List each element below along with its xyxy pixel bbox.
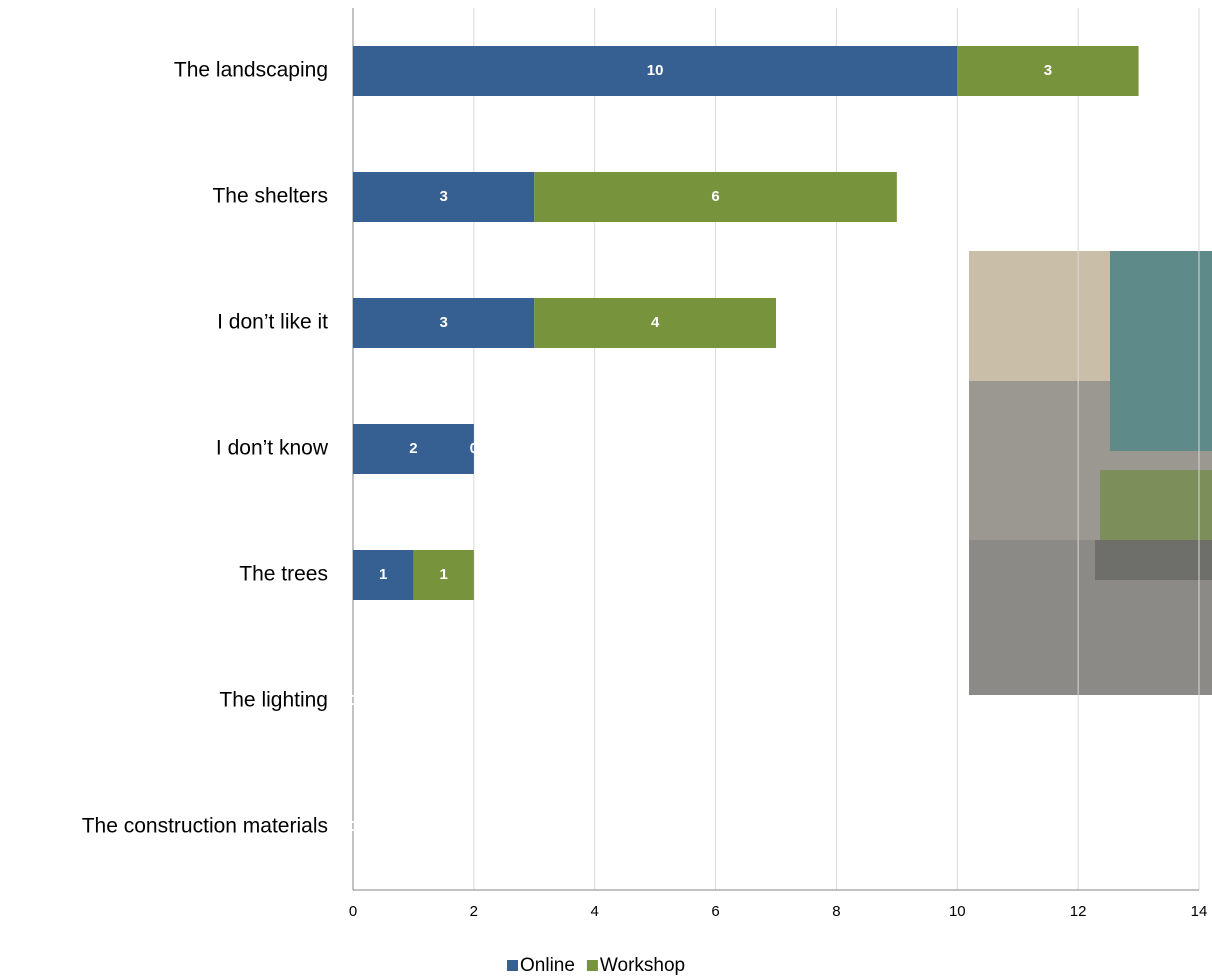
value-label: 6 — [711, 188, 719, 205]
x-tick-label: 6 — [711, 903, 719, 920]
value-label: 1 — [379, 566, 387, 583]
value-label: 0 — [349, 818, 357, 835]
photo — [969, 251, 1212, 695]
value-label: 0 — [349, 818, 357, 835]
x-tick-label: 4 — [591, 903, 599, 920]
bar-segment — [534, 298, 776, 348]
bar-segment — [353, 172, 535, 222]
bar-segment — [957, 46, 1139, 96]
category-label: I don’t like it — [217, 311, 328, 334]
value-label: 3 — [439, 188, 447, 205]
value-label: 0 — [470, 440, 478, 457]
category-label: The lighting — [219, 689, 328, 712]
value-label: 3 — [1044, 62, 1052, 79]
value-label: 1 — [439, 566, 447, 583]
category-label: The construction materials — [82, 815, 328, 838]
category-label: The landscaping — [174, 59, 328, 82]
bar-segment — [353, 424, 474, 474]
legend-label: Online — [520, 955, 575, 976]
x-tick-label: 14 — [1191, 903, 1208, 920]
value-label: 2 — [409, 440, 417, 457]
x-tick-label: 10 — [949, 903, 966, 920]
x-tick-label: 12 — [1070, 903, 1087, 920]
value-label: 10 — [647, 62, 664, 79]
bar-segment — [413, 550, 474, 600]
value-label: 4 — [651, 314, 660, 331]
bar-segment — [534, 172, 897, 222]
legend-swatch — [586, 960, 598, 971]
bar-segment — [353, 46, 958, 96]
value-label: 3 — [439, 314, 447, 331]
value-label: 0 — [349, 692, 357, 709]
category-label: I don’t know — [216, 437, 329, 460]
bar-segment — [353, 298, 535, 348]
x-tick-label: 0 — [349, 903, 357, 920]
category-label: The trees — [239, 563, 328, 586]
legend-label: Workshop — [600, 955, 685, 976]
x-tick-label: 2 — [470, 903, 478, 920]
legend-swatch — [507, 960, 518, 971]
category-label: The shelters — [212, 185, 328, 208]
value-label: 0 — [349, 692, 357, 709]
bar-segment — [353, 550, 414, 600]
x-tick-label: 8 — [832, 903, 840, 920]
